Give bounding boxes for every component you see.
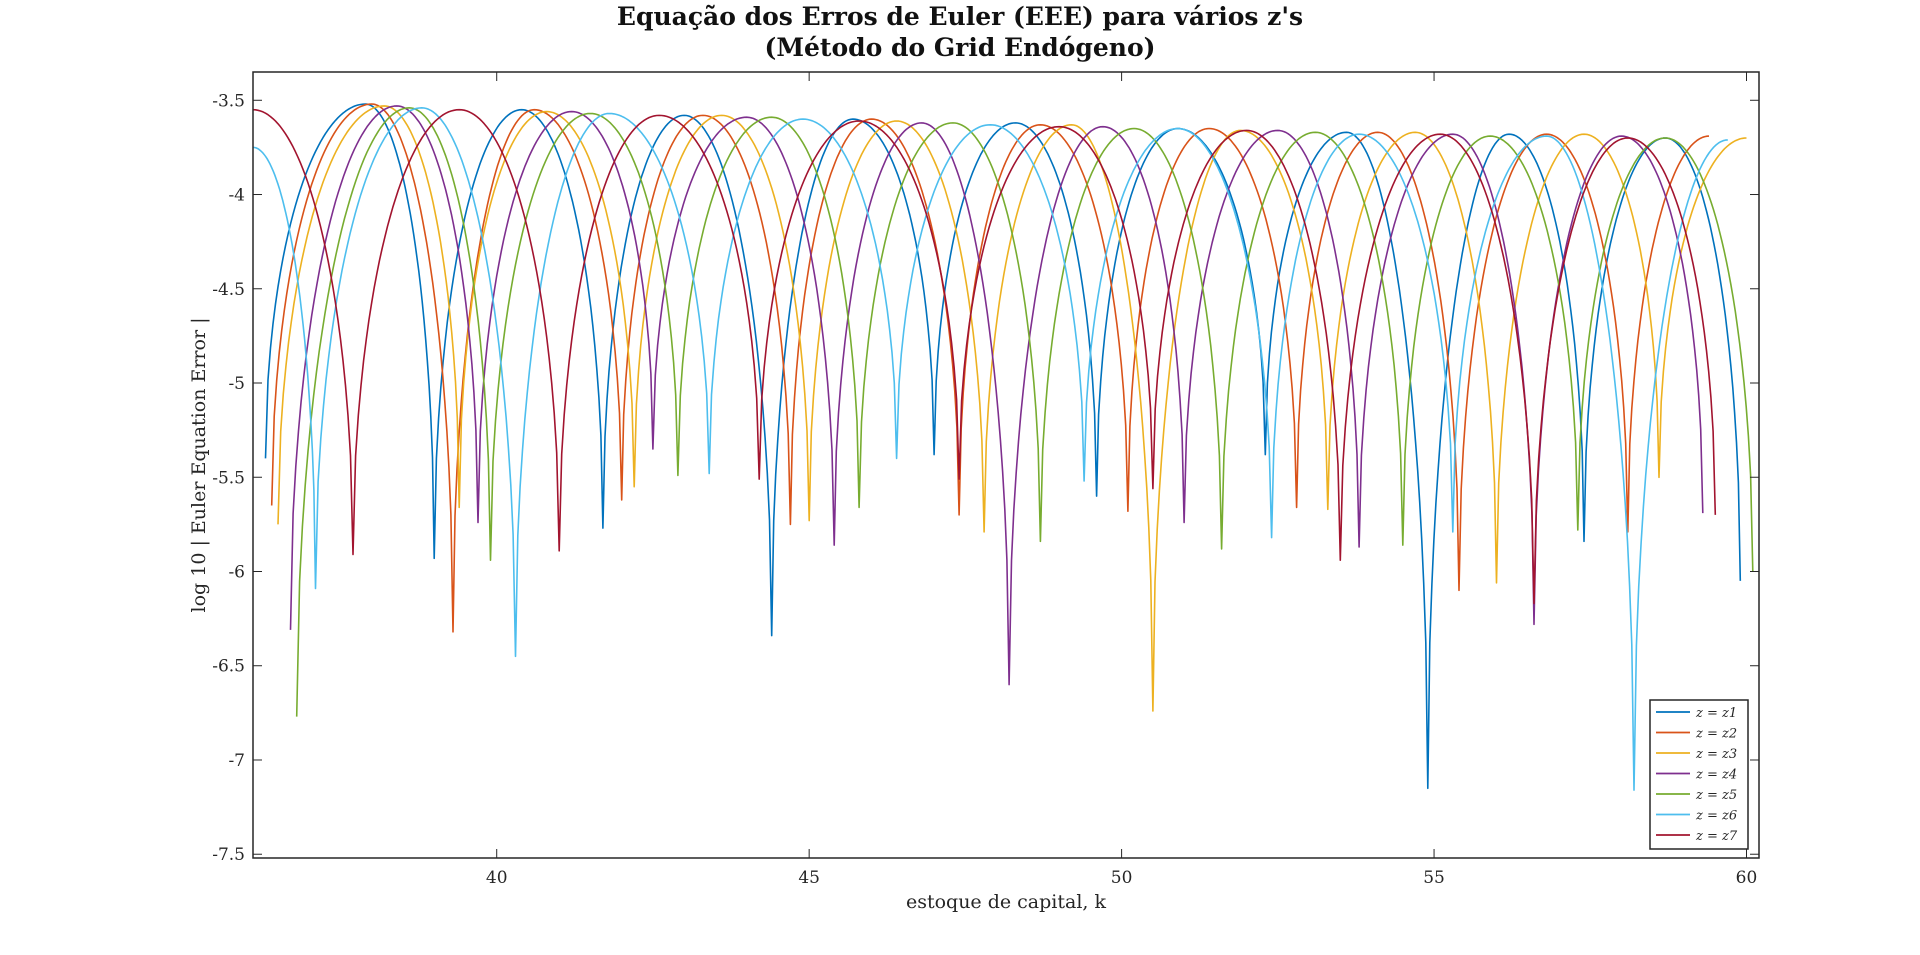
- series-line-5: [295, 107, 1754, 717]
- legend-entry: z = z2: [1695, 727, 1737, 742]
- y-tick-label: -5.5: [212, 468, 245, 488]
- x-tick-label: 55: [1423, 868, 1445, 888]
- chart-title-line1: Equação dos Erros de Euler (EEE) para vá…: [616, 2, 1304, 31]
- series-line-4: [289, 105, 1704, 686]
- y-tick-label: -6: [228, 562, 245, 582]
- chart-title-line2: (Método do Grid Endógeno): [764, 33, 1156, 62]
- x-tick-label: 50: [1111, 868, 1133, 888]
- legend-entry: z = z6: [1695, 809, 1737, 824]
- y-tick-label: -6.5: [212, 657, 245, 677]
- y-tick-label: -7.5: [212, 845, 245, 865]
- legend-entry: z = z3: [1695, 747, 1737, 762]
- x-axis-label: estoque de capital, k: [906, 891, 1107, 913]
- x-tick-label: 40: [486, 868, 508, 888]
- y-axis-label: log 10 | Euler Equation Error |: [188, 318, 210, 613]
- y-axis-ticks: -3.5 -4 -4.5 -5 -5.5 -6 -6.5 -7 -7.5: [212, 91, 1759, 865]
- x-tick-label: 45: [798, 868, 820, 888]
- y-tick-label: -4.5: [212, 280, 245, 300]
- y-tick-label: -7: [228, 751, 245, 771]
- series-layer: [253, 103, 1754, 791]
- plot-frame: [252, 71, 1760, 859]
- y-tick-label: -3.5: [212, 91, 245, 111]
- legend-box: [1649, 699, 1749, 850]
- series-line-1: [264, 103, 1742, 790]
- legend-entry: z = z4: [1695, 768, 1737, 783]
- legend-entry: z = z7: [1695, 829, 1738, 844]
- legend: z = z1 z = z2 z = z3 z = z4 z = z5 z = z6 z = …: [1649, 699, 1749, 850]
- y-tick-label: -5: [228, 374, 245, 394]
- legend-entry: z = z5: [1695, 788, 1737, 803]
- y-tick-label: -4: [228, 186, 245, 206]
- legend-entry: z = z1: [1695, 706, 1737, 721]
- series-line-7: [253, 108, 1717, 605]
- x-tick-label: 60: [1736, 868, 1758, 888]
- series-line-6: [253, 107, 1728, 791]
- series-line-3: [277, 105, 1747, 712]
- series-line-2: [270, 103, 1710, 633]
- x-axis-ticks: 40 45 50 55 60: [486, 72, 1757, 888]
